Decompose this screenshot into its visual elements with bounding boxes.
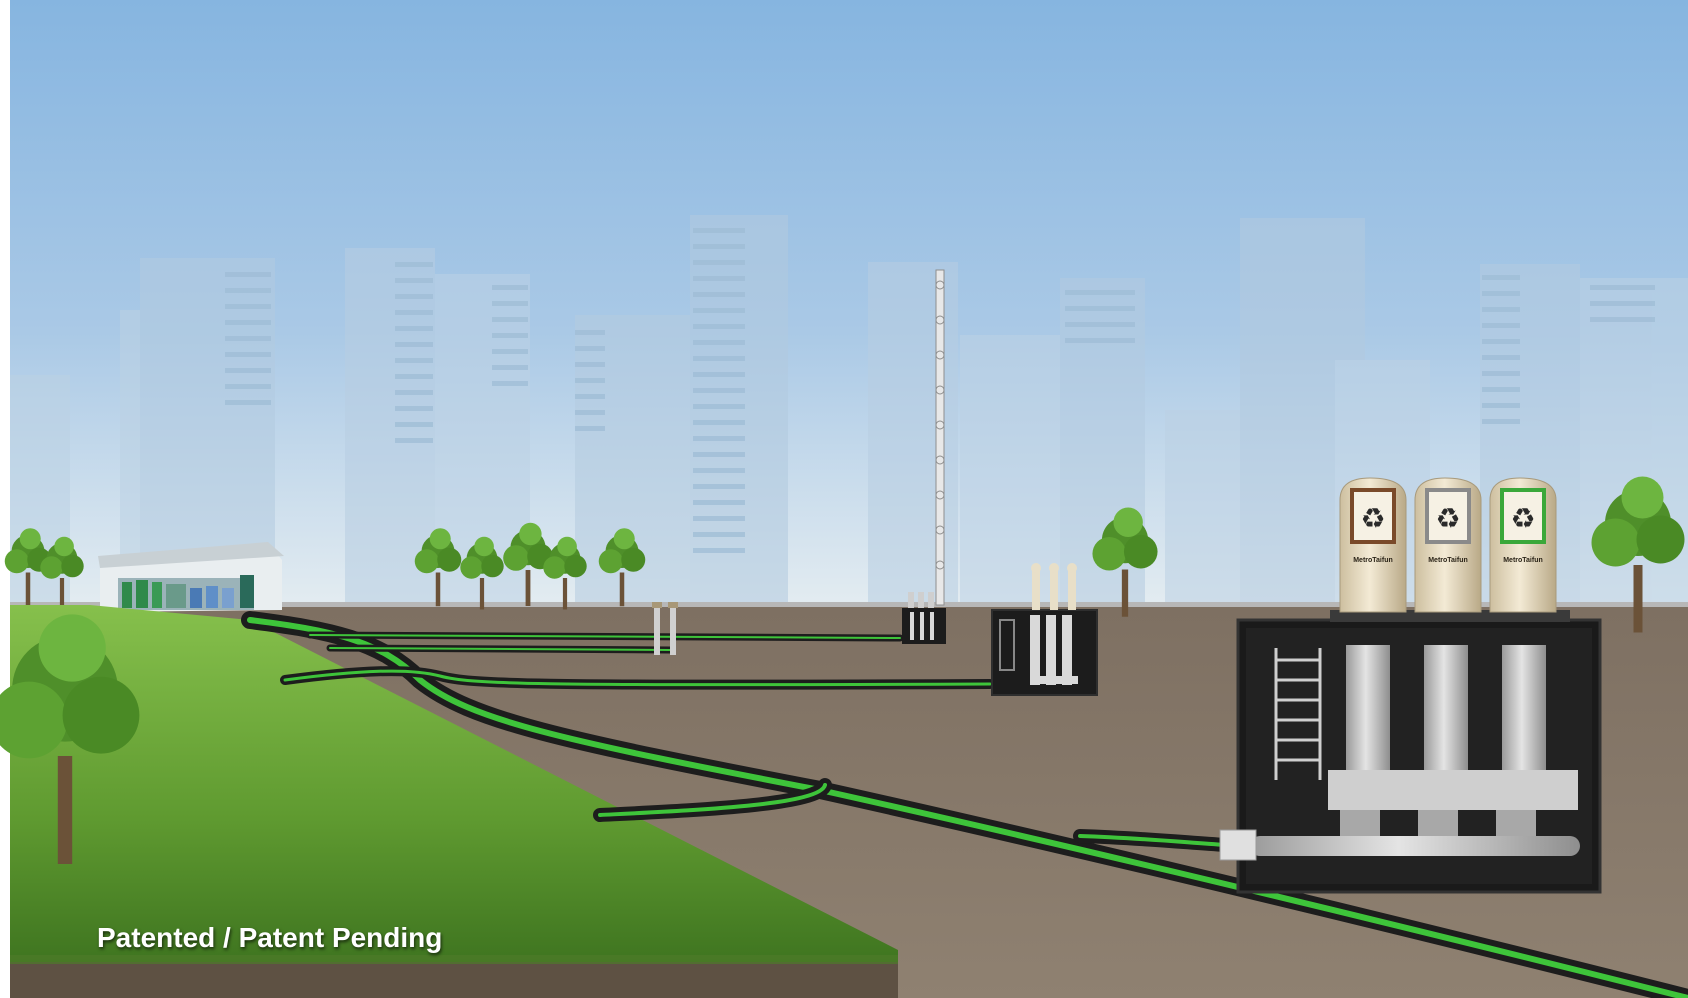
recycle-icon: ♻: [1360, 502, 1385, 535]
building-windows: [225, 228, 1655, 553]
collection-station-building: [98, 542, 284, 612]
recycle-icon: ♻: [1435, 502, 1460, 535]
patent-caption: Patented / Patent Pending: [97, 922, 443, 953]
ladder: [1274, 648, 1322, 780]
bin-brand-label: MetroTaifun: [1503, 557, 1543, 564]
waste-bin-2: ♻ MetroTaifun: [1414, 477, 1482, 613]
recycle-icon: ♻: [1510, 502, 1535, 535]
small-chamber: [902, 592, 946, 644]
bin-brand-label: MetroTaifun: [1428, 557, 1468, 564]
bin-3-panel: [1500, 488, 1546, 544]
bin-1-panel: [1350, 488, 1396, 544]
grass-slope: [10, 605, 898, 962]
large-collection-chamber: [1219, 618, 1602, 894]
waste-bin-3: ♻ MetroTaifun: [1489, 477, 1557, 613]
pipe-network: [241, 611, 1688, 998]
waste-inlet-bins: ♻ MetroTaifun ♻ MetroTaifun ♻ MetroTaifun: [1339, 477, 1557, 613]
vent-stack: [935, 269, 945, 606]
bin-2-panel: [1425, 488, 1471, 544]
small-inlet-1: [652, 602, 678, 655]
waste-bin-1: ♻ MetroTaifun: [1339, 477, 1407, 613]
medium-chamber: [991, 563, 1098, 696]
bin-brand-label: MetroTaifun: [1353, 557, 1393, 564]
